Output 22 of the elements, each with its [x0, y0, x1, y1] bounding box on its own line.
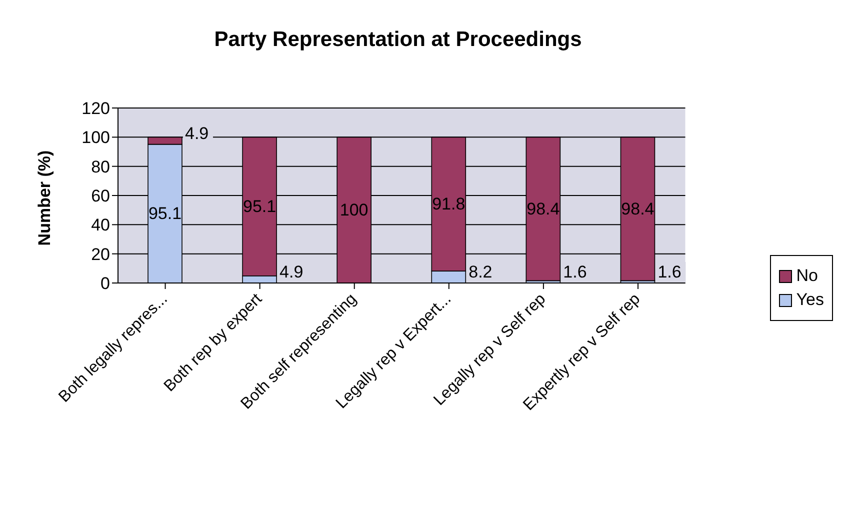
data-label: 98.4: [526, 199, 560, 218]
data-label: 4.9: [280, 262, 304, 282]
legend-label: Yes: [796, 290, 824, 310]
y-tick-label: 120: [82, 99, 110, 118]
y-tick-label: 20: [91, 244, 110, 264]
data-label: 95.1: [242, 197, 276, 216]
y-tick-label: 100: [82, 128, 110, 148]
data-label: 98.4: [621, 199, 654, 218]
data-label: 95.1: [148, 204, 182, 224]
data-label: 91.8: [432, 194, 466, 214]
y-axis-title: Number (%): [35, 150, 55, 246]
y-tick-label: 0: [100, 274, 110, 294]
data-label: 100: [340, 200, 368, 220]
chart-title: Party Representation at Proceedings: [213, 28, 583, 52]
data-label: 1.6: [658, 262, 682, 282]
legend-label: No: [796, 266, 818, 286]
data-label: 1.6: [563, 262, 587, 282]
y-tick-label: 80: [91, 157, 110, 176]
y-tick-label: 60: [91, 186, 110, 206]
y-tick-label: 40: [91, 216, 110, 235]
data-label: 4.9: [185, 124, 209, 143]
data-label: 8.2: [468, 262, 492, 282]
